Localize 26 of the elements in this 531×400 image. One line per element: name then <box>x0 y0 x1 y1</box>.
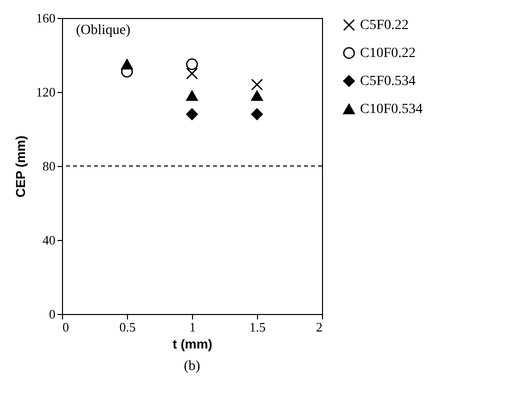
x-tick-label: 1.5 <box>249 320 266 334</box>
legend-label: C5F0.22 <box>360 18 409 33</box>
point <box>186 58 198 70</box>
legend-label: C10F0.22 <box>360 46 416 61</box>
x-tick-label: 1 <box>189 320 196 334</box>
point <box>251 108 263 120</box>
point <box>186 90 198 101</box>
text: (b) <box>184 359 200 374</box>
x-tick-label: 0 <box>62 320 69 334</box>
x-axis-title: t (mm) <box>172 336 212 352</box>
point <box>186 108 198 120</box>
y-axis-title: CEP (mm) <box>13 136 28 198</box>
x-tick-label: 2 <box>316 320 322 334</box>
y-tick-label: 160 <box>36 10 56 26</box>
legend-label: C10F0.534 <box>360 102 423 117</box>
y-tick-label: 0 <box>49 306 56 322</box>
legend-label: C5F0.534 <box>360 74 416 89</box>
x-tick-label: 0.5 <box>119 320 136 334</box>
point <box>251 78 263 90</box>
point <box>251 90 263 101</box>
y-tick-label: 120 <box>36 84 56 100</box>
point <box>121 59 133 70</box>
y-tick-label: 80 <box>42 158 56 174</box>
y-tick-label: 40 <box>42 232 56 248</box>
annotation: (Oblique) <box>76 23 131 38</box>
point <box>186 68 198 80</box>
